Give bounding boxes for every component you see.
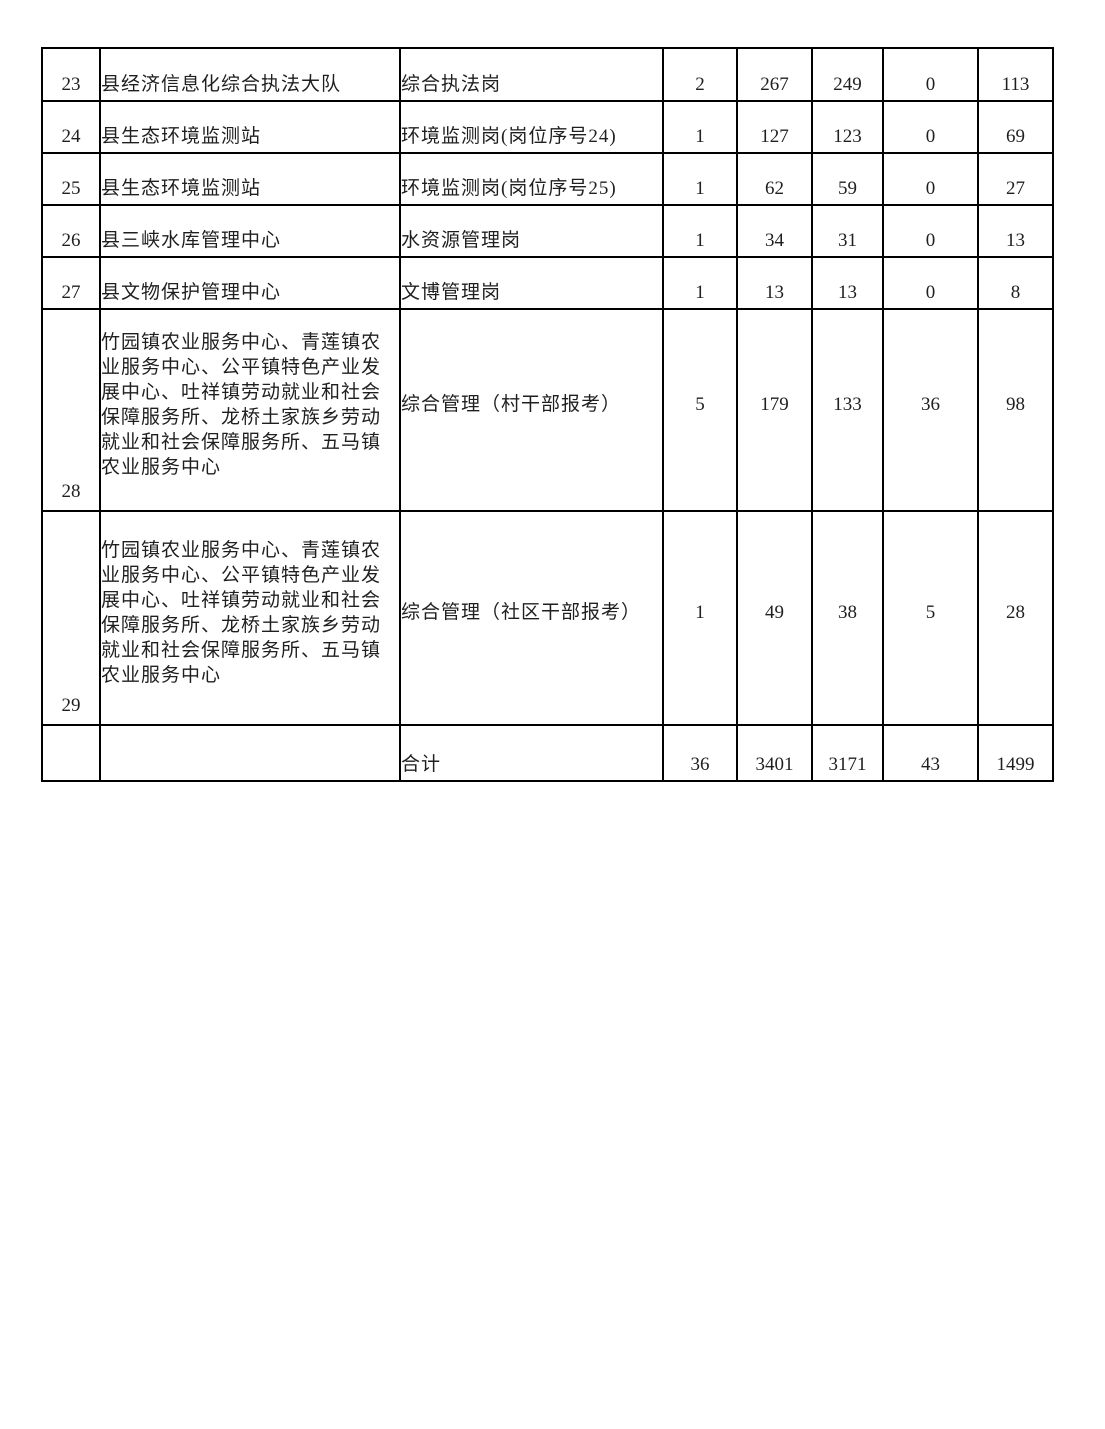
cell-value: 13: [977, 204, 1054, 258]
cell-value: 1: [662, 204, 738, 258]
table-row-total: 合计 36 3401 3171 43 1499: [41, 724, 1054, 782]
cell-unit: 县经济信息化综合执法大队: [99, 47, 401, 102]
cell-value: 0: [882, 256, 979, 310]
cell-value: 133: [811, 308, 884, 512]
table-row: 28 竹园镇农业服务中心、青莲镇农业服务中心、公平镇特色产业发展中心、吐祥镇劳动…: [41, 308, 1054, 512]
cell-value: 62: [736, 152, 813, 206]
cell-value: 1: [662, 100, 738, 154]
cell-unit: 县文物保护管理中心: [99, 256, 401, 310]
cell-serial: 23: [41, 47, 101, 102]
cell-unit: 县三峡水库管理中心: [99, 204, 401, 258]
cell-value: 31: [811, 204, 884, 258]
cell-value: 179: [736, 308, 813, 512]
cell-value: 3401: [736, 724, 813, 782]
cell-unit: 竹园镇农业服务中心、青莲镇农业服务中心、公平镇特色产业发展中心、吐祥镇劳动就业和…: [99, 510, 401, 726]
cell-value: 36: [662, 724, 738, 782]
cell-unit: [99, 724, 401, 782]
cell-value: 3171: [811, 724, 884, 782]
table-row: 23 县经济信息化综合执法大队 综合执法岗 2 267 249 0 113: [41, 47, 1054, 102]
cell-serial: [41, 724, 101, 782]
cell-value: 34: [736, 204, 813, 258]
cell-value: 267: [736, 47, 813, 102]
cell-serial: 28: [41, 308, 101, 512]
cell-value: 69: [977, 100, 1054, 154]
table-row: 27 县文物保护管理中心 文博管理岗 1 13 13 0 8: [41, 256, 1054, 310]
cell-value: 8: [977, 256, 1054, 310]
cell-value: 0: [882, 100, 979, 154]
cell-value: 28: [977, 510, 1054, 726]
cell-value: 1499: [977, 724, 1054, 782]
table-row: 29 竹园镇农业服务中心、青莲镇农业服务中心、公平镇特色产业发展中心、吐祥镇劳动…: [41, 510, 1054, 726]
cell-value: 0: [882, 47, 979, 102]
table-row: 26 县三峡水库管理中心 水资源管理岗 1 34 31 0 13: [41, 204, 1054, 258]
cell-value: 36: [882, 308, 979, 512]
cell-position: 环境监测岗(岗位序号24): [399, 100, 664, 154]
cell-total-label: 合计: [399, 724, 664, 782]
cell-value: 38: [811, 510, 884, 726]
cell-serial: 24: [41, 100, 101, 154]
cell-serial: 25: [41, 152, 101, 206]
cell-value: 127: [736, 100, 813, 154]
cell-unit: 县生态环境监测站: [99, 100, 401, 154]
cell-value: 113: [977, 47, 1054, 102]
cell-value: 5: [882, 510, 979, 726]
cell-value: 49: [736, 510, 813, 726]
cell-position: 水资源管理岗: [399, 204, 664, 258]
cell-unit: 县生态环境监测站: [99, 152, 401, 206]
cell-serial: 27: [41, 256, 101, 310]
cell-position: 文博管理岗: [399, 256, 664, 310]
cell-position: 综合管理（社区干部报考）: [399, 510, 664, 726]
cell-serial: 26: [41, 204, 101, 258]
cell-position: 综合管理（村干部报考）: [399, 308, 664, 512]
cell-value: 2: [662, 47, 738, 102]
cell-value: 59: [811, 152, 884, 206]
cell-value: 0: [882, 152, 979, 206]
cell-value: 98: [977, 308, 1054, 512]
cell-value: 1: [662, 510, 738, 726]
document-page: 23 县经济信息化综合执法大队 综合执法岗 2 267 249 0 113 24…: [41, 47, 1054, 782]
cell-value: 43: [882, 724, 979, 782]
cell-value: 5: [662, 308, 738, 512]
cell-value: 123: [811, 100, 884, 154]
cell-value: 1: [662, 256, 738, 310]
cell-value: 249: [811, 47, 884, 102]
cell-value: 1: [662, 152, 738, 206]
table-row: 24 县生态环境监测站 环境监测岗(岗位序号24) 1 127 123 0 69: [41, 100, 1054, 154]
cell-value: 13: [736, 256, 813, 310]
table-row: 25 县生态环境监测站 环境监测岗(岗位序号25) 1 62 59 0 27: [41, 152, 1054, 206]
cell-serial: 29: [41, 510, 101, 726]
recruitment-positions-table: 23 县经济信息化综合执法大队 综合执法岗 2 267 249 0 113 24…: [41, 47, 1054, 782]
cell-position: 环境监测岗(岗位序号25): [399, 152, 664, 206]
cell-value: 13: [811, 256, 884, 310]
cell-value: 0: [882, 204, 979, 258]
cell-position: 综合执法岗: [399, 47, 664, 102]
cell-unit: 竹园镇农业服务中心、青莲镇农业服务中心、公平镇特色产业发展中心、吐祥镇劳动就业和…: [99, 308, 401, 512]
cell-value: 27: [977, 152, 1054, 206]
